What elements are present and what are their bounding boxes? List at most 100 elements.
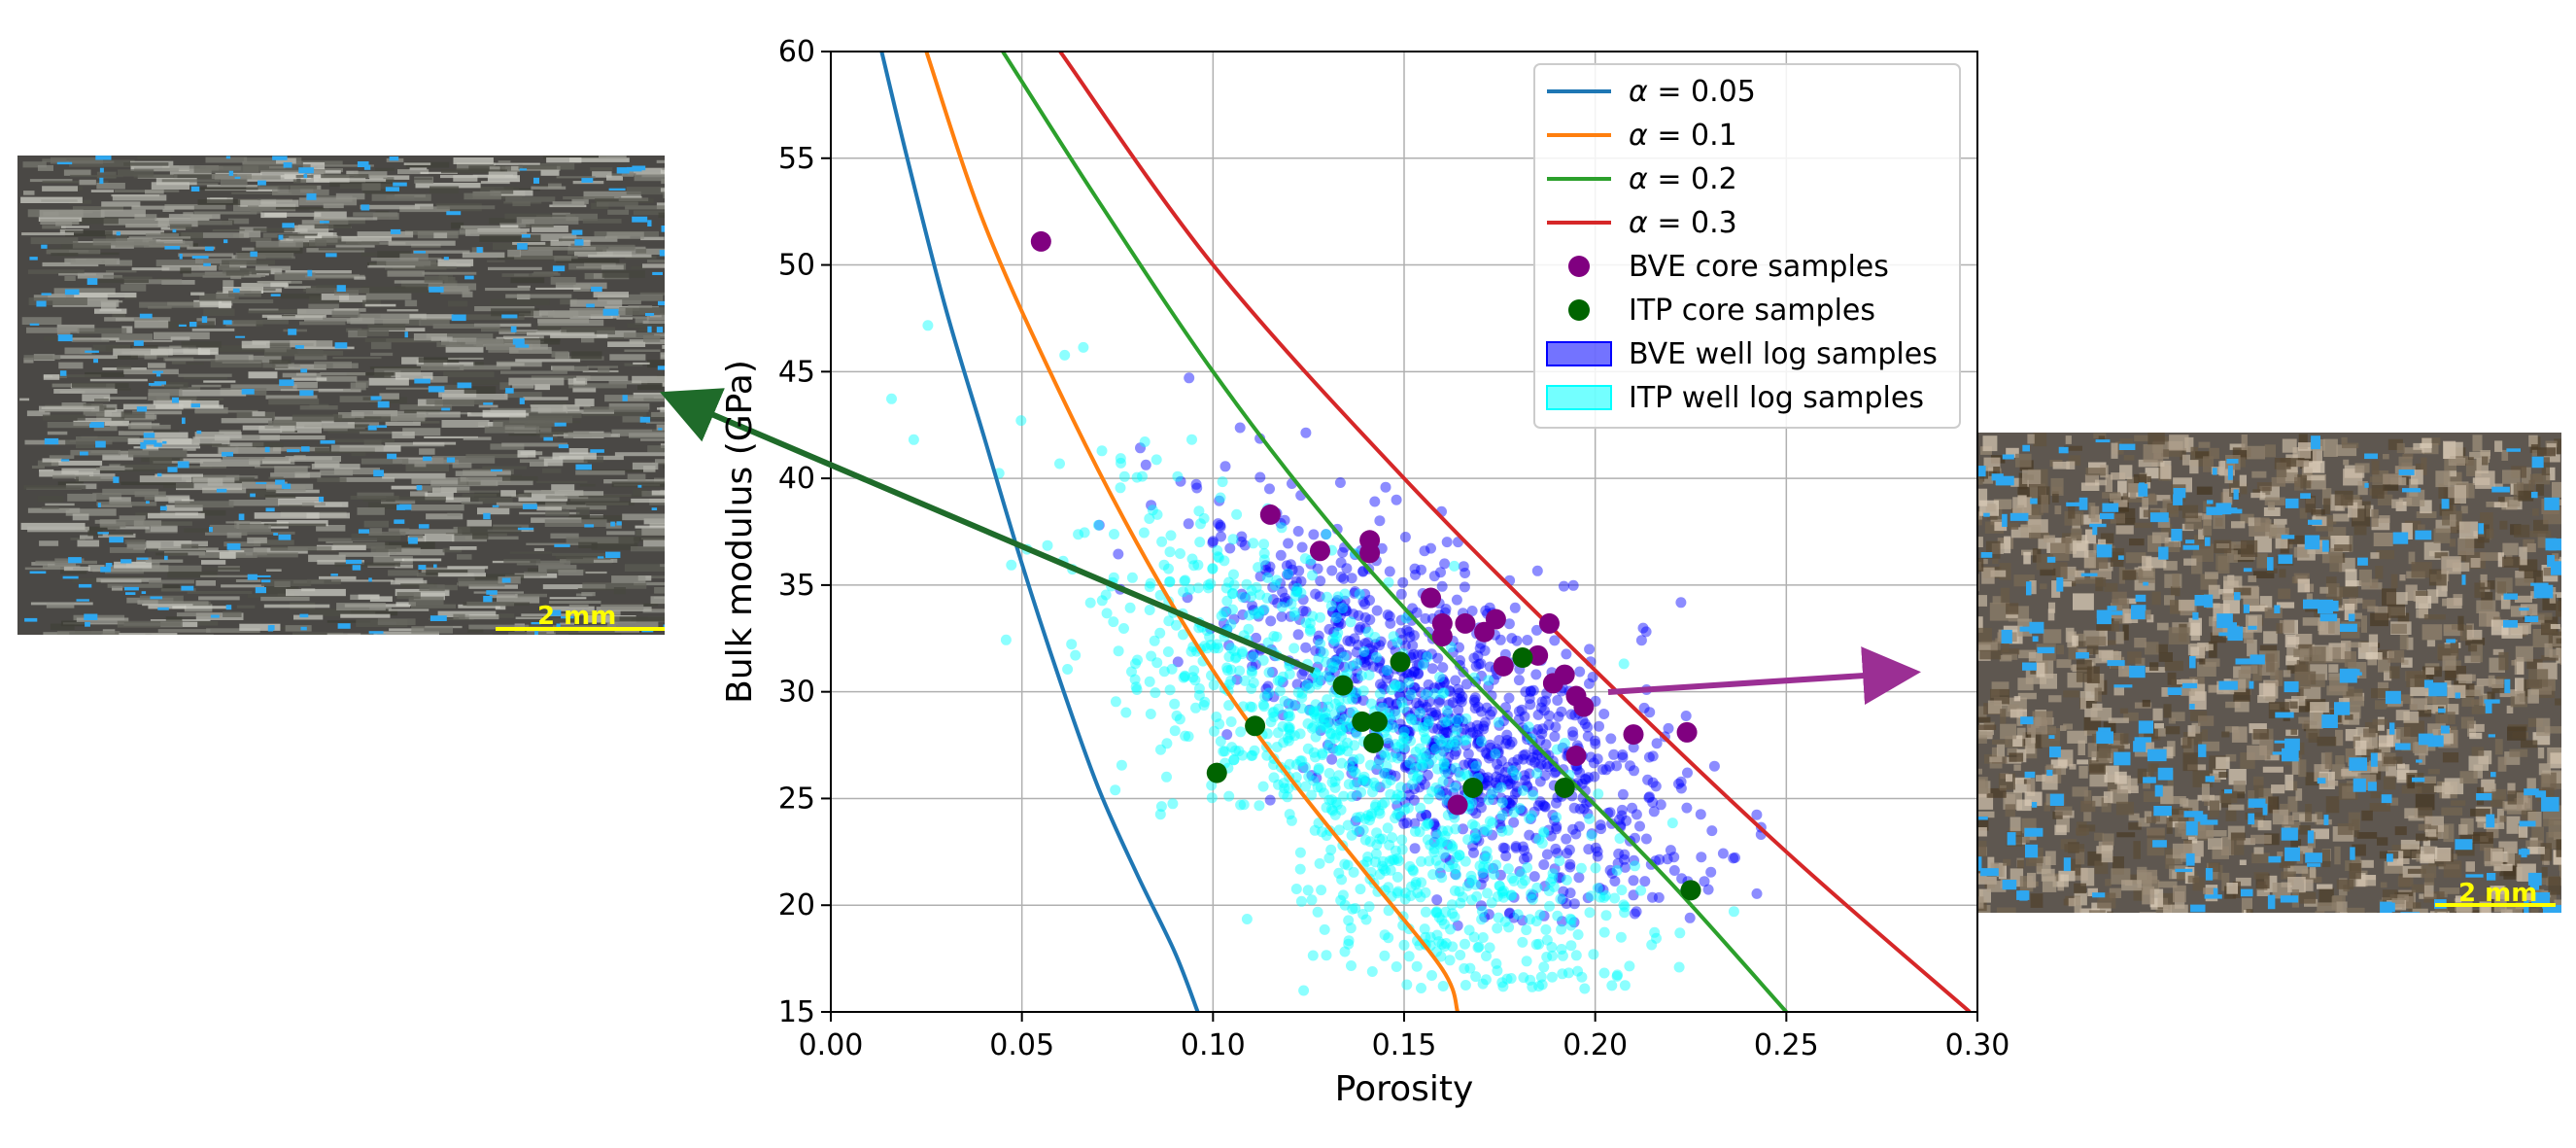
grain-mark xyxy=(2115,631,2124,644)
grain-mark xyxy=(193,211,258,215)
grain-mark xyxy=(2356,598,2363,604)
grain-mark xyxy=(2402,453,2414,459)
grain-mark xyxy=(585,571,607,574)
grain-mark xyxy=(652,462,665,465)
grain-mark xyxy=(96,502,157,506)
grain-mark xyxy=(2400,839,2420,850)
well-log-point xyxy=(1344,707,1356,718)
well-log-point xyxy=(1360,914,1372,925)
grain-mark xyxy=(176,483,242,491)
grain-mark xyxy=(2250,834,2272,845)
grain-mark xyxy=(2134,749,2153,757)
pore-mark xyxy=(522,504,537,509)
well-log-point xyxy=(1438,676,1450,687)
grain-mark xyxy=(518,494,568,502)
well-log-point xyxy=(1350,692,1361,704)
pore-mark xyxy=(86,278,98,285)
grain-mark xyxy=(42,414,86,421)
grain-mark xyxy=(508,377,565,386)
grain-mark xyxy=(2323,498,2331,515)
well-log-point xyxy=(1477,868,1489,880)
pore-mark xyxy=(556,623,561,631)
pore-mark xyxy=(531,622,541,625)
grain-mark xyxy=(569,299,623,307)
grain-mark xyxy=(2336,444,2357,457)
well-log-point xyxy=(1751,809,1763,820)
well-log-point xyxy=(1588,757,1599,769)
grain-mark xyxy=(112,194,167,201)
grain-mark xyxy=(205,567,242,571)
grain-mark xyxy=(442,394,508,400)
grain-mark xyxy=(346,319,410,324)
grain-mark xyxy=(2386,760,2397,778)
grain-mark xyxy=(2343,696,2364,707)
pore-mark xyxy=(100,567,112,573)
grain-mark xyxy=(2041,495,2049,513)
grain-mark xyxy=(448,357,484,360)
pore-mark xyxy=(345,559,362,565)
well-log-point xyxy=(1460,568,1471,578)
well-log-point xyxy=(1561,898,1572,909)
grain-mark xyxy=(2541,867,2548,879)
well-log-point xyxy=(1578,803,1590,815)
grain-mark xyxy=(2389,666,2400,679)
grain-mark xyxy=(391,485,423,490)
grain-mark xyxy=(2052,491,2059,504)
well-log-point xyxy=(1504,907,1516,919)
grain-mark xyxy=(142,565,202,573)
pore-mark xyxy=(255,587,266,594)
well-log-point xyxy=(1509,602,1521,613)
grain-mark xyxy=(61,402,86,408)
grain-mark xyxy=(2156,495,2171,502)
grain-mark xyxy=(115,242,164,248)
grain-mark xyxy=(72,206,123,212)
grain-mark xyxy=(409,314,454,319)
pore-mark xyxy=(225,605,232,610)
well-log-point xyxy=(1393,723,1405,735)
grain-mark xyxy=(567,432,611,437)
grain-mark xyxy=(218,447,282,454)
well-log-point xyxy=(1420,612,1431,624)
well-log-point xyxy=(1385,617,1396,629)
grain-mark xyxy=(139,595,184,604)
grain-mark xyxy=(1975,811,1995,818)
pore-mark xyxy=(78,583,92,588)
grain-mark xyxy=(225,270,250,276)
grain-mark xyxy=(2529,473,2544,482)
well-log-point xyxy=(1357,566,1369,576)
well-log-point xyxy=(1531,624,1542,636)
pore-mark xyxy=(2248,625,2257,630)
pore-mark xyxy=(2225,507,2238,512)
grain-mark xyxy=(2003,858,2011,866)
well-log-point xyxy=(1408,648,1420,660)
grain-mark xyxy=(2233,554,2255,560)
grain-mark xyxy=(2161,449,2182,457)
grain-mark xyxy=(2459,771,2478,784)
grain-mark xyxy=(2318,887,2334,906)
grain-mark xyxy=(576,375,629,381)
grain-mark xyxy=(231,191,292,194)
grain-mark xyxy=(53,389,118,394)
grain-mark xyxy=(419,319,450,327)
pore-mark xyxy=(133,340,144,346)
pore-mark xyxy=(2285,498,2299,508)
well-log-point xyxy=(1352,673,1363,684)
grain-mark xyxy=(346,372,395,376)
grain-mark xyxy=(441,337,477,346)
grain-mark xyxy=(212,228,245,232)
pore-mark xyxy=(156,372,161,377)
well-log-point xyxy=(1356,670,1367,681)
grain-mark xyxy=(151,634,214,635)
well-log-point xyxy=(1339,595,1351,607)
grain-mark xyxy=(2404,720,2424,737)
well-log-point xyxy=(1558,886,1569,897)
grain-mark xyxy=(569,497,620,502)
well-log-point xyxy=(1453,713,1464,725)
grain-mark xyxy=(386,338,440,343)
grain-mark xyxy=(2411,884,2431,893)
well-log-point xyxy=(1567,726,1578,738)
grain-mark xyxy=(2298,759,2307,778)
grain-mark xyxy=(332,357,382,360)
grain-mark xyxy=(503,187,519,191)
grain-mark xyxy=(2427,769,2440,775)
